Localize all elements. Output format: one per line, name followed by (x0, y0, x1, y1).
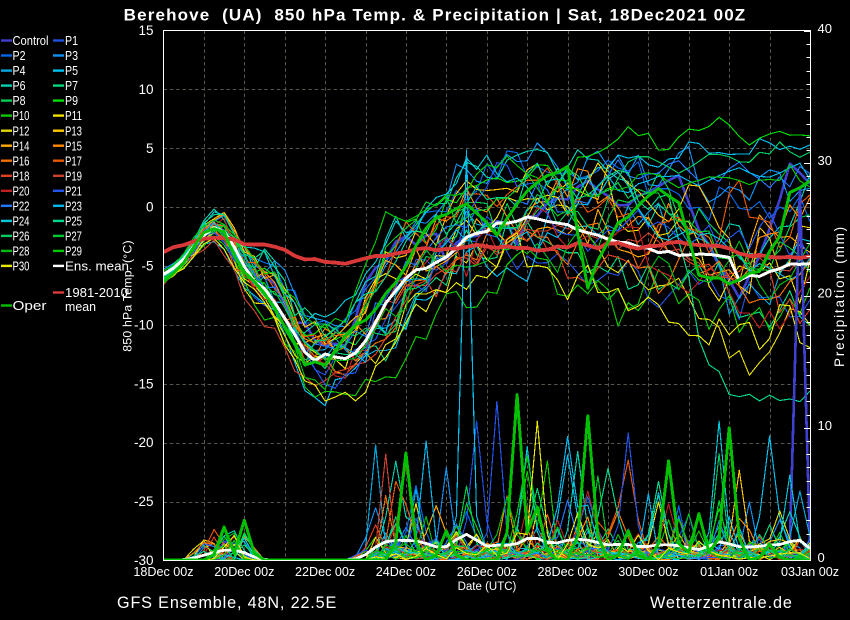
svg-text:0: 0 (146, 200, 154, 215)
svg-text:10: 10 (818, 418, 832, 433)
svg-text:P17: P17 (65, 153, 82, 168)
svg-text:-15: -15 (134, 376, 154, 391)
svg-text:P12: P12 (13, 123, 30, 138)
svg-text:Oper: Oper (13, 298, 48, 313)
svg-text:P20: P20 (13, 183, 30, 198)
svg-text:30Dec 00z: 30Dec 00z (618, 565, 678, 579)
svg-text:P27: P27 (65, 229, 82, 244)
svg-text:GFS Ensemble, 48N, 22.5E: GFS Ensemble, 48N, 22.5E (117, 594, 337, 612)
svg-text:15: 15 (138, 23, 153, 38)
svg-text:20Dec 00z: 20Dec 00z (214, 565, 274, 579)
svg-text:P14: P14 (13, 138, 30, 153)
svg-text:P8: P8 (13, 93, 26, 108)
svg-text:P30: P30 (13, 259, 30, 274)
svg-text:P29: P29 (65, 244, 82, 259)
svg-text:-10: -10 (134, 317, 154, 332)
svg-text:28Dec 00z: 28Dec 00z (537, 565, 597, 579)
svg-text:22Dec 00z: 22Dec 00z (295, 565, 355, 579)
svg-text:1981-2010: 1981-2010 (65, 285, 128, 300)
svg-text:24Dec 00z: 24Dec 00z (376, 565, 436, 579)
svg-text:P15: P15 (65, 138, 82, 153)
svg-text:30: 30 (818, 153, 832, 168)
svg-text:Date (UTC): Date (UTC) (458, 581, 517, 593)
svg-text:5: 5 (146, 141, 154, 156)
svg-text:P4: P4 (13, 63, 26, 78)
svg-text:-20: -20 (134, 435, 154, 450)
svg-text:P26: P26 (13, 229, 30, 244)
svg-text:P24: P24 (13, 214, 30, 229)
svg-text:40: 40 (818, 21, 832, 36)
svg-text:Control: Control (13, 33, 49, 48)
svg-text:-30: -30 (134, 553, 154, 568)
svg-text:P2: P2 (13, 48, 26, 63)
svg-text:P13: P13 (65, 123, 82, 138)
svg-text:P23: P23 (65, 198, 82, 213)
svg-text:P25: P25 (65, 214, 82, 229)
svg-text:P28: P28 (13, 244, 30, 259)
svg-text:0: 0 (818, 550, 825, 565)
svg-text:P6: P6 (13, 78, 26, 93)
svg-text:850 hPa Temp. (°C): 850 hPa Temp. (°C) (121, 240, 135, 352)
svg-text:P21: P21 (65, 183, 82, 198)
svg-text:P5: P5 (65, 63, 78, 78)
svg-text:18Dec 00z: 18Dec 00z (133, 565, 193, 579)
svg-text:Precipitation (mm): Precipitation (mm) (832, 225, 847, 367)
svg-text:10: 10 (138, 82, 153, 97)
svg-text:03Jan 00z: 03Jan 00z (781, 565, 839, 579)
svg-text:P3: P3 (65, 48, 78, 63)
svg-text:P16: P16 (13, 153, 30, 168)
svg-text:P9: P9 (65, 93, 78, 108)
svg-text:P11: P11 (65, 108, 82, 123)
svg-text:Ens. mean: Ens. mean (65, 259, 129, 274)
svg-text:P19: P19 (65, 168, 82, 183)
svg-text:Wetterzentrale.de: Wetterzentrale.de (650, 594, 793, 612)
svg-text:-25: -25 (134, 494, 154, 509)
svg-text:P22: P22 (13, 198, 30, 213)
svg-text:-5: -5 (141, 259, 153, 274)
svg-text:P7: P7 (65, 78, 78, 93)
svg-text:P1: P1 (65, 33, 78, 48)
svg-text:P18: P18 (13, 168, 30, 183)
svg-text:P10: P10 (13, 108, 30, 123)
svg-text:01Jan 00z: 01Jan 00z (700, 565, 758, 579)
svg-text:20: 20 (818, 286, 832, 301)
svg-text:26Dec 00z: 26Dec 00z (457, 565, 517, 579)
svg-text:mean: mean (65, 299, 96, 314)
svg-text:Berehove (UA) 850 hPa Temp.: Berehove (UA) 850 hPa Temp. & Precipitat… (124, 6, 747, 25)
